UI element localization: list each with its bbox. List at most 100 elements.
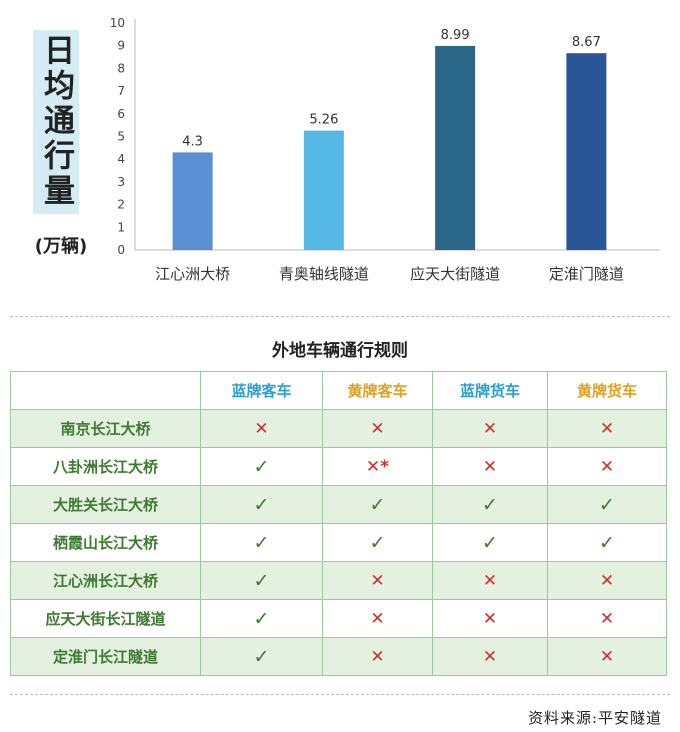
table-row: 应天大街长江隧道 ✓ ✕ ✕ ✕ (10, 599, 667, 638)
check-icon: ✓ (253, 607, 270, 630)
rule-cell: ✓ (200, 485, 323, 524)
table-header-row: 蓝牌客车 黄牌客车 蓝牌货车 黄牌货车 (10, 371, 667, 410)
cross-icon: ✕ (482, 646, 498, 667)
rule-cell: ✕ (432, 599, 548, 638)
cross-icon: ✕ (370, 608, 385, 629)
rule-cell: ✓ (322, 523, 433, 562)
row-place-name: 八卦洲长江大桥 (10, 447, 201, 486)
cross-icon: ✕ (599, 456, 615, 477)
cross-icon: ✕ (482, 418, 498, 439)
table-row: 定淮门长江隧道 ✓ ✕ ✕ ✕ (10, 637, 667, 676)
rule-cell: ✕ (432, 561, 548, 600)
x-tick-label: 青奥轴线隧道 (279, 265, 369, 283)
rule-cell: ✕ (322, 599, 433, 638)
cross-icon: ✕ (599, 646, 615, 667)
table-row: 栖霞山长江大桥 ✓ ✓ ✓ ✓ (10, 523, 667, 562)
rule-cell: ✕ (322, 561, 433, 600)
cross-icon: ✕ (370, 418, 385, 439)
row-place-name: 栖霞山长江大桥 (10, 523, 201, 562)
bottom-divider (10, 694, 670, 695)
y-tick-label: 10 (110, 16, 125, 30)
table-row: 南京长江大桥 ✕ ✕ ✕ ✕ (10, 409, 667, 448)
row-place-name: 大胜关长江大桥 (10, 485, 201, 524)
cross-icon: ✕ (599, 570, 615, 591)
rule-cell: ✕* (322, 447, 433, 486)
row-place-name: 江心洲长江大桥 (10, 561, 201, 600)
cross-icon: ✕ (482, 570, 498, 591)
rule-cell: ✕ (547, 447, 667, 486)
y-tick-label: 6 (117, 107, 125, 121)
check-icon: ✓ (599, 493, 615, 516)
y-axis-label: 日均通行量 (38, 34, 74, 209)
check-icon: ✓ (253, 531, 270, 554)
check-icon: ✓ (369, 531, 386, 554)
y-tick-label: 2 (117, 198, 125, 212)
rule-cell: ✕ (322, 409, 433, 448)
y-tick-label: 7 (117, 84, 125, 98)
x-tick-label: 应天大街隧道 (410, 265, 500, 283)
header-corner (10, 371, 201, 410)
y-axis-unit: (万辆) (34, 236, 88, 257)
rule-cell: ✓ (200, 523, 323, 562)
row-place-name: 南京长江大桥 (10, 409, 201, 448)
rule-cell: ✓ (200, 561, 323, 600)
bar-value-label: 8.67 (572, 35, 601, 50)
rule-cell: ✕ (547, 599, 667, 638)
check-icon: ✓ (369, 493, 386, 516)
header-yellow-bus: 黄牌客车 (322, 371, 433, 410)
bar-chart: 0 1 2 3 4 5 6 7 8 9 10 4.3 江心洲大桥 5.26 青奥轴线隧道 8.99 应天大街隧道… (110, 16, 660, 283)
cross-icon: ✕ (254, 418, 269, 439)
cross-icon: ✕ (599, 418, 615, 439)
row-place-name: 定淮门长江隧道 (10, 637, 201, 676)
check-icon: ✓ (599, 531, 615, 554)
bar-value-label: 8.99 (441, 28, 470, 43)
rule-cell: ✕ (432, 409, 548, 448)
top-divider (10, 316, 670, 317)
y-tick-label: 8 (117, 61, 125, 75)
bar (172, 152, 213, 250)
rule-cell: ✓ (547, 485, 667, 524)
bar-value-label: 5.26 (309, 113, 338, 128)
rule-cell: ✓ (200, 447, 323, 486)
table-title: 外地车辆通行规则 (272, 341, 408, 361)
check-icon: ✓ (253, 569, 270, 592)
source-note: 资料来源:平安隧道 (527, 709, 662, 727)
table-row: 八卦洲长江大桥 ✓ ✕* ✕ ✕ (10, 447, 667, 486)
check-icon: ✓ (253, 645, 270, 668)
x-tick-label: 定淮门隧道 (549, 265, 624, 283)
cross-icon: ✕* (365, 456, 390, 477)
rule-cell: ✕ (432, 637, 548, 676)
rule-cell: ✕ (200, 409, 323, 448)
rule-cell: ✓ (432, 485, 548, 524)
rule-cell: ✕ (547, 409, 667, 448)
bar (566, 53, 607, 250)
rule-cell: ✓ (200, 637, 323, 676)
check-icon: ✓ (253, 455, 270, 478)
y-tick-label: 4 (117, 152, 125, 166)
cross-icon: ✕ (482, 456, 498, 477)
rule-cell: ✓ (432, 523, 548, 562)
rule-cell: ✕ (432, 447, 548, 486)
table-row: 大胜关长江大桥 ✓ ✓ ✓ ✓ (10, 485, 667, 524)
y-tick-label: 1 (117, 220, 125, 234)
cross-icon: ✕ (370, 646, 385, 667)
bar (303, 130, 344, 250)
check-icon: ✓ (482, 531, 498, 554)
x-tick-label: 江心洲大桥 (155, 265, 230, 283)
header-yellow-truck: 黄牌货车 (547, 371, 667, 410)
row-place-name: 应天大街长江隧道 (10, 599, 201, 638)
y-tick-label: 0 (117, 243, 125, 257)
header-blue-bus: 蓝牌客车 (200, 371, 323, 410)
cross-icon: ✕ (482, 608, 498, 629)
header-blue-truck: 蓝牌货车 (432, 371, 548, 410)
ylabel-background (33, 30, 79, 214)
rule-cell: ✓ (200, 599, 323, 638)
rules-table: 蓝牌客车 黄牌客车 蓝牌货车 黄牌货车 南京长江大桥 ✕ ✕ ✕ ✕ 八卦洲长江大桥 ✓ ✕*… (10, 371, 667, 676)
table-row: 江心洲长江大桥 ✓ ✕ ✕ ✕ (10, 561, 667, 600)
bar-value-label: 4.3 (182, 134, 203, 149)
cross-icon: ✕ (370, 570, 385, 591)
rule-cell: ✕ (547, 561, 667, 600)
bar (435, 45, 476, 250)
cross-icon: ✕ (599, 608, 615, 629)
rule-cell: ✕ (547, 637, 667, 676)
